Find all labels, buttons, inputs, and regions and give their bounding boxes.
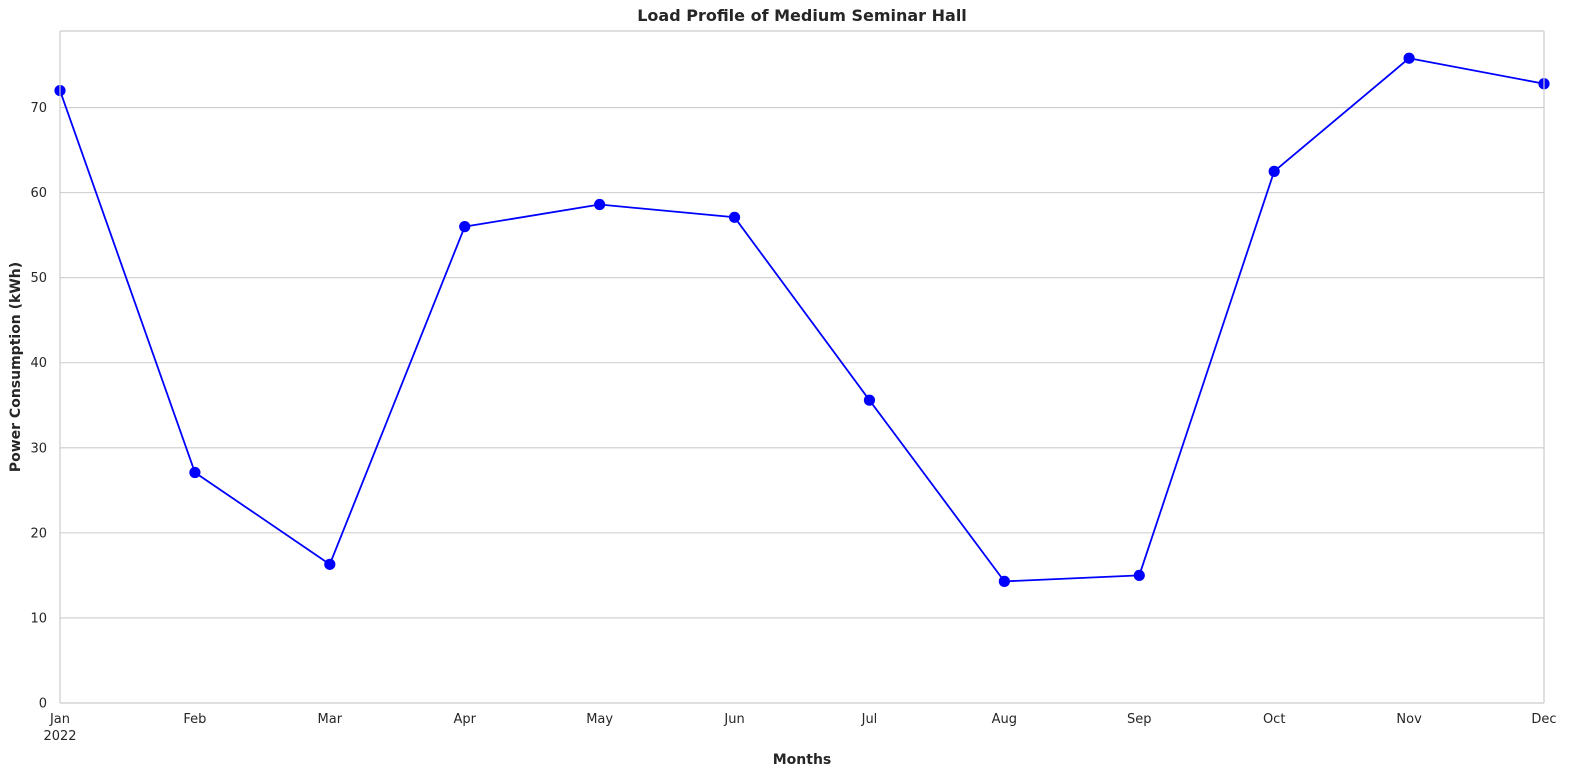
x-tick-label: Jan [49,712,70,727]
y-tick-labels: 0 10 20 30 40 50 60 70 [30,101,47,711]
x-tick-label: Jul [861,712,878,727]
y-tick-label: 40 [30,356,47,371]
x-axis-title: Months [773,752,832,768]
x-tick-label: Dec [1531,712,1556,727]
data-point [863,394,876,406]
y-tick-label: 50 [30,271,47,286]
x-tick-label: Feb [183,712,206,727]
x-tick-label: May [586,712,613,727]
y-tick-label: 10 [30,611,47,626]
x-tick-label: Mar [318,712,343,727]
gridlines [60,107,1544,619]
data-point [324,558,336,570]
x-tick-label: Apr [453,712,476,727]
y-tick-label: 20 [30,526,47,541]
data-point [189,466,201,479]
chart-title: Load Profile of Medium Seminar Hall [637,6,967,25]
x-tick-label: Aug [992,712,1017,727]
y-tick-label: 30 [30,441,47,456]
data-point [594,198,606,211]
x-year-label: 2022 [43,729,76,744]
data-point [1268,165,1280,177]
plot-frame [59,30,1545,704]
x-tick-label: Sep [1127,712,1152,727]
data-point [459,221,471,233]
data-point [1133,569,1145,582]
x-tick-label: Jun [723,712,744,727]
x-tick-labels: Jan Feb Mar Apr May Jun Jul Aug Sep Oct Nov Dec 2022 [43,712,1556,744]
data-point [728,211,741,223]
y-axis-title: Power Consumption (kWh) [8,262,24,472]
data-point [1403,52,1415,64]
series-line [59,57,1545,583]
y-tick-label: 70 [30,101,47,116]
data-point [998,575,1010,587]
y-tick-label: 0 [39,697,47,712]
y-tick-label: 60 [30,186,47,201]
x-tick-label: Oct [1263,712,1285,727]
x-tick-label: Nov [1396,712,1422,727]
